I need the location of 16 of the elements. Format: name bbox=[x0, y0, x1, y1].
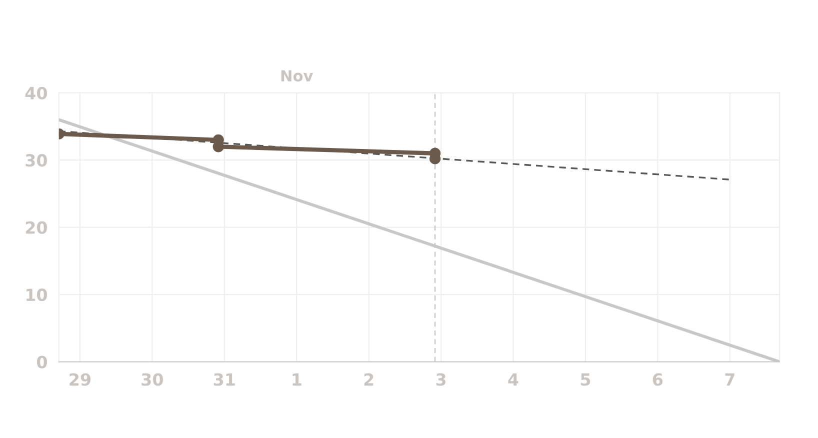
x-tick-label: 5 bbox=[580, 373, 590, 386]
x-tick-label: 31 bbox=[214, 373, 235, 386]
text: Nov bbox=[281, 70, 314, 82]
x-tick-label: 1 bbox=[292, 373, 302, 386]
y-tick-label: 0 bbox=[36, 356, 47, 368]
y-tick-label: 20 bbox=[26, 221, 47, 234]
y-tick-label: 40 bbox=[25, 86, 47, 100]
x-tick-label: 2 bbox=[364, 373, 374, 386]
x-tick-label: 30 bbox=[142, 373, 163, 386]
x-tick-label: 3 bbox=[436, 373, 446, 386]
x-tick-label: 29 bbox=[70, 373, 90, 386]
x-tick-label: 6 bbox=[652, 373, 663, 386]
y-tick-label: 30 bbox=[26, 154, 47, 167]
x-tick-label: 7 bbox=[725, 373, 734, 386]
x-tick-label: 4 bbox=[508, 373, 518, 386]
y-tick-label: 10 bbox=[26, 288, 47, 302]
